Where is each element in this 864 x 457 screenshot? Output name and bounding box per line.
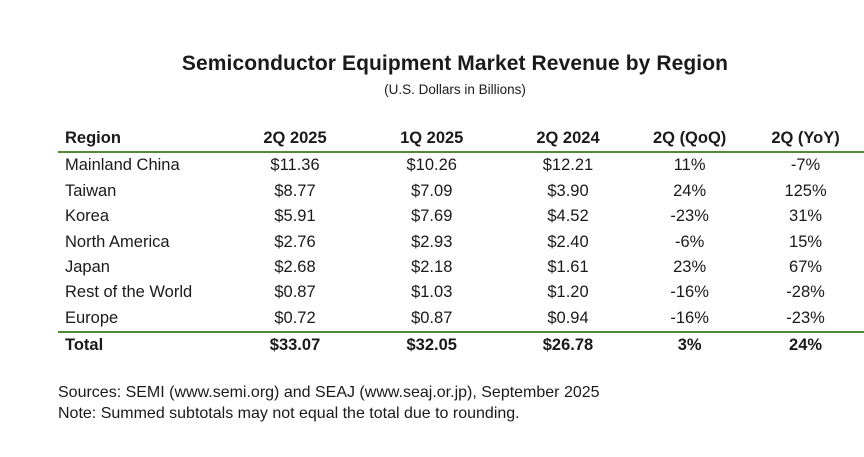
- value-cell: $8.77: [274, 181, 316, 200]
- table-row: Taiwan $8.77 $7.09 $3.90 24% 125%: [58, 179, 864, 204]
- value-cell: $7.69: [411, 207, 453, 226]
- column-header: 2Q 2024: [536, 129, 600, 147]
- value-cell: $2.93: [411, 232, 453, 251]
- value-cell: $1.03: [411, 283, 453, 302]
- value-cell: $0.94: [547, 308, 589, 327]
- column-header: Region: [65, 129, 121, 147]
- value-cell: 24%: [673, 181, 707, 200]
- value-cell: $0.87: [274, 283, 316, 302]
- footnotes: Sources: SEMI (www.semi.org) and SEAJ (w…: [58, 382, 600, 424]
- chart-title: Semiconductor Equipment Market Revenue b…: [181, 52, 729, 75]
- region-cell: Taiwan: [65, 181, 117, 200]
- column-header: 2Q (QoQ): [652, 129, 727, 147]
- table-header-row: Region 2Q 2025 1Q 2025 2Q 2024 2Q (QoQ) 2Q (Y…: [58, 126, 864, 153]
- value-cell: -16%: [670, 283, 709, 302]
- value-cell: $1.20: [547, 283, 589, 302]
- table-row: Europe $0.72 $0.87 $0.94 -16% -23%: [58, 306, 864, 332]
- rounding-note: Note: Summed subtotals may not equal the…: [58, 405, 520, 422]
- region-cell: Total: [65, 336, 104, 355]
- table-row: Mainland China $11.36 $10.26 $12.21 11% -7%: [58, 152, 864, 178]
- value-cell: 125%: [784, 181, 827, 200]
- value-cell: $0.87: [411, 308, 453, 327]
- region-cell: Rest of the World: [65, 283, 193, 302]
- table-row: Korea $5.91 $7.69 $4.52 -23% 31%: [58, 204, 864, 229]
- table-row: Rest of the World $0.87 $1.03 $1.20 -16% -28%: [58, 280, 864, 305]
- value-cell: $32.05: [406, 336, 457, 355]
- sources-note: Sources: SEMI (www.semi.org) and SEAJ (w…: [58, 384, 600, 401]
- value-cell: -16%: [670, 308, 709, 327]
- column-header: 2Q 2025: [263, 129, 327, 147]
- chart-subtitle: (U.S. Dollars in Billions): [384, 82, 526, 97]
- value-cell: $2.68: [274, 258, 316, 277]
- value-cell: $11.36: [270, 156, 320, 175]
- total-row: Total $33.07 $32.05 $26.78 3% 24%: [58, 332, 864, 358]
- region-cell: Korea: [65, 207, 110, 226]
- table-row: Japan $2.68 $2.18 $1.61 23% 67%: [58, 255, 864, 280]
- table-body: Mainland China $11.36 $10.26 $12.21 11% -7% Ta…: [58, 152, 864, 358]
- value-cell: $12.21: [542, 156, 594, 175]
- value-cell: -7%: [790, 156, 821, 175]
- value-cell: $33.07: [269, 336, 321, 355]
- value-cell: $1.61: [547, 258, 589, 277]
- revenue-table: Region 2Q 2025 1Q 2025 2Q 2024 2Q (QoQ) 2Q (Y…: [58, 126, 864, 359]
- value-cell: 11%: [673, 156, 706, 175]
- value-cell: 24%: [789, 336, 823, 355]
- column-header: 2Q (YoY): [771, 129, 840, 147]
- region-cell: Mainland China: [65, 156, 180, 175]
- column-header: 1Q 2025: [400, 129, 464, 147]
- value-cell: $2.76: [274, 232, 316, 251]
- value-cell: $26.78: [542, 336, 594, 355]
- value-cell: 31%: [789, 207, 823, 226]
- value-cell: $2.18: [411, 258, 453, 277]
- region-cell: North America: [65, 232, 170, 251]
- region-cell: Japan: [65, 258, 110, 277]
- value-cell: $7.09: [411, 181, 453, 200]
- value-cell: 15%: [789, 232, 823, 251]
- value-cell: $4.52: [547, 207, 589, 226]
- value-cell: -28%: [786, 283, 825, 302]
- value-cell: -23%: [670, 207, 709, 226]
- value-cell: $2.40: [547, 232, 589, 251]
- value-cell: $0.72: [274, 308, 316, 327]
- value-cell: -23%: [786, 308, 825, 327]
- value-cell: 3%: [677, 336, 702, 355]
- value-cell: $10.26: [406, 156, 457, 175]
- value-cell: $3.90: [547, 181, 589, 200]
- value-cell: $5.91: [274, 207, 316, 226]
- region-cell: Europe: [65, 308, 119, 327]
- value-cell: 67%: [789, 258, 823, 277]
- table-row: North America $2.76 $2.93 $2.40 -6% 15%: [58, 230, 864, 255]
- value-cell: 23%: [673, 258, 707, 277]
- value-cell: -6%: [674, 232, 705, 251]
